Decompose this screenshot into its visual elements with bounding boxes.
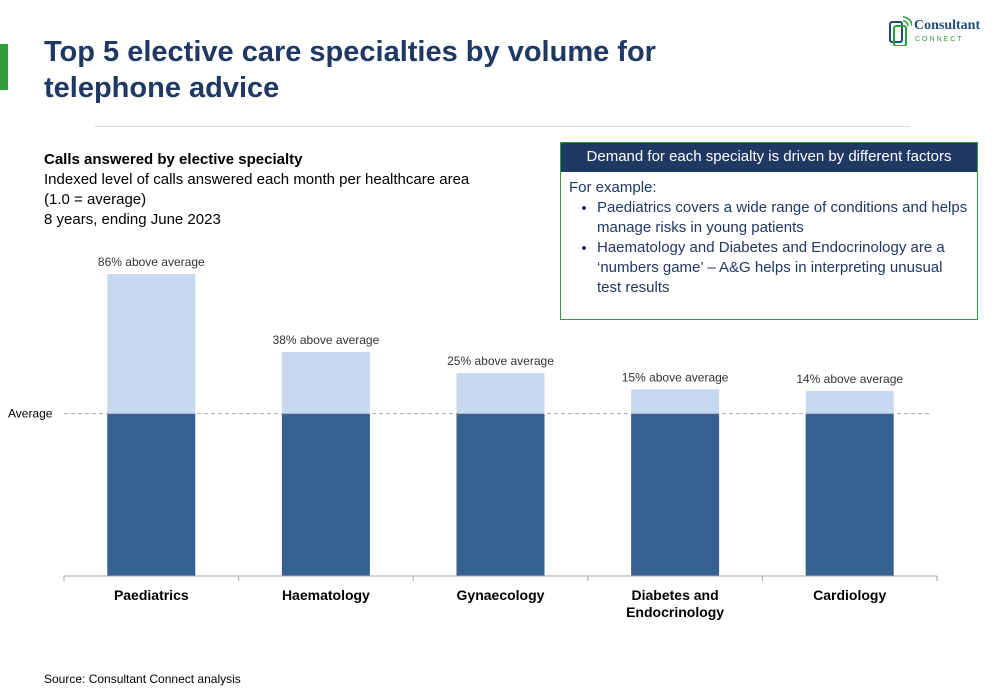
callout-intro: For example: bbox=[569, 179, 657, 196]
bar-above-average-segment bbox=[805, 390, 894, 414]
category-label-line: Gynaecology bbox=[457, 587, 545, 603]
category-label-line: Paediatrics bbox=[114, 587, 189, 603]
chart-description: Indexed level of calls answered each mon… bbox=[44, 171, 470, 188]
bar-above-average-segment bbox=[631, 389, 720, 414]
callout-bullet: Paediatrics covers a wide range of condi… bbox=[597, 198, 969, 238]
callout-body: For example: Paediatrics covers a wide r… bbox=[561, 172, 977, 298]
bar-above-average-segment bbox=[107, 274, 196, 414]
bar-above-average-segment bbox=[456, 373, 545, 414]
phone-logo-icon bbox=[889, 16, 912, 46]
callout-heading: Demand for each specialty is driven by d… bbox=[561, 143, 977, 172]
bar-data-label: 15% above average bbox=[622, 370, 729, 384]
chart-subtitle: Calls answered by elective specialty Ind… bbox=[44, 150, 544, 230]
category-label-line: Endocrinology bbox=[626, 604, 724, 620]
source-note: Source: Consultant Connect analysis bbox=[44, 672, 241, 686]
bar-base-segment bbox=[107, 413, 196, 576]
bar-chart: 86% above average Paediatrics 38% above av… bbox=[8, 255, 938, 620]
category-label: Cardiology bbox=[813, 587, 886, 603]
bar-data-label: 25% above average bbox=[447, 354, 554, 368]
category-label-line: Cardiology bbox=[813, 587, 886, 603]
callout-bullet: Haematology and Diabetes and Endocrinolo… bbox=[597, 238, 969, 298]
average-reference-label: Average bbox=[8, 407, 53, 421]
category-label: Gynaecology bbox=[457, 587, 545, 603]
logo-subtext: CONNECT bbox=[915, 36, 964, 43]
chart-period: 8 years, ending June 2023 bbox=[44, 211, 221, 228]
logo-wordmark: Consultant bbox=[914, 18, 981, 33]
bar-base-segment bbox=[281, 413, 370, 576]
callout-bullet-list: Paediatrics covers a wide range of condi… bbox=[569, 198, 969, 298]
bar-data-label: 86% above average bbox=[98, 255, 205, 269]
category-label-line: Haematology bbox=[282, 587, 370, 603]
title-accent-bar bbox=[0, 44, 8, 90]
category-label: Paediatrics bbox=[114, 587, 189, 603]
title-divider bbox=[95, 126, 910, 127]
category-label-line: Diabetes and bbox=[632, 587, 719, 603]
bar-above-average-segment bbox=[281, 351, 370, 414]
page-title: Top 5 elective care specialties by volum… bbox=[44, 36, 656, 104]
category-label: Diabetes and Endocrinology bbox=[626, 587, 724, 620]
bar-base-segment bbox=[456, 413, 545, 576]
category-label: Haematology bbox=[282, 587, 370, 603]
chart-index-note: (1.0 = average) bbox=[44, 191, 147, 208]
chart-heading: Calls answered by elective specialty bbox=[44, 151, 303, 168]
consultant-connect-logo: Consultant CONNECT bbox=[886, 14, 986, 48]
bar-base-segment bbox=[805, 413, 894, 576]
bar-data-label: 14% above average bbox=[796, 372, 903, 386]
bar-data-label: 38% above average bbox=[273, 333, 380, 347]
callout-box: Demand for each specialty is driven by d… bbox=[560, 142, 978, 320]
bar-base-segment bbox=[631, 413, 720, 576]
